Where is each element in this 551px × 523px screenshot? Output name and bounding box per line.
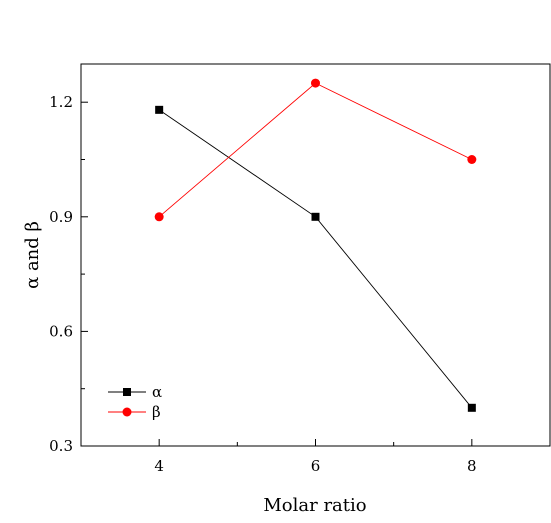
series-line bbox=[158, 82, 473, 218]
legend: αβ bbox=[108, 383, 162, 421]
y-tick-label: 1.2 bbox=[49, 93, 73, 111]
x-axis-ticks: 4 6 8 bbox=[154, 439, 477, 475]
data-point bbox=[154, 212, 164, 222]
x-axis-title: Molar ratio bbox=[263, 495, 366, 516]
series-line bbox=[158, 109, 473, 409]
data-point bbox=[467, 403, 476, 412]
y-tick-label: 0.6 bbox=[49, 322, 73, 340]
legend-marker bbox=[123, 388, 131, 396]
data-point bbox=[311, 212, 320, 221]
data-point bbox=[155, 105, 164, 114]
data-point bbox=[311, 78, 320, 88]
legend-label: β bbox=[152, 403, 161, 421]
legend-marker bbox=[122, 407, 132, 417]
x-tick-label: 4 bbox=[154, 457, 164, 475]
y-tick-label: 0.3 bbox=[49, 437, 73, 455]
y-tick-label: 0.9 bbox=[49, 208, 73, 226]
legend-label: α bbox=[152, 383, 162, 401]
y-axis-title: α and β bbox=[22, 221, 43, 289]
x-tick-label: 8 bbox=[467, 457, 477, 475]
data-point bbox=[467, 155, 477, 164]
y-axis-ticks: 0.3 0.6 0.9 1.2 bbox=[49, 93, 88, 455]
series-layer bbox=[154, 78, 477, 412]
x-tick-label: 6 bbox=[311, 457, 321, 475]
